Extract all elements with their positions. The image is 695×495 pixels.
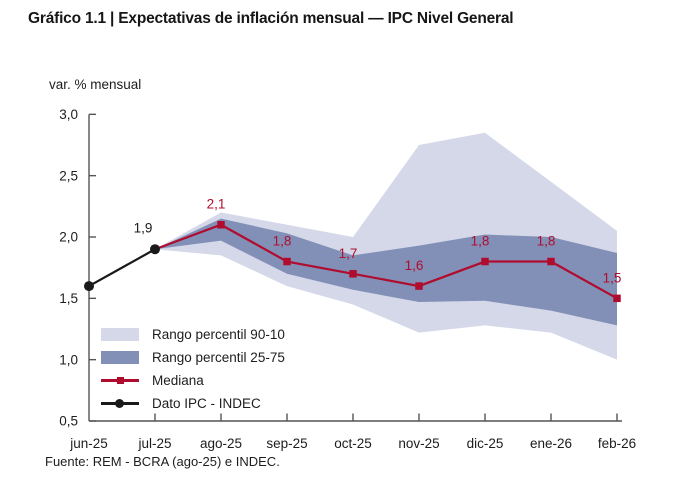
legend-item-rango-percentil-25-75: Rango percentil 25-75 bbox=[101, 346, 285, 369]
dato-ipc-indec-point-jun-25 bbox=[84, 281, 94, 292]
mediana-label-sep-25: 1,8 bbox=[273, 234, 292, 249]
mediana-label-feb-26: 1,5 bbox=[603, 270, 622, 285]
circle-marker-icon bbox=[115, 399, 124, 408]
dato-ipc-indec-label-jul-25: 1,9 bbox=[134, 220, 153, 235]
y-tick-label: 2,5 bbox=[59, 168, 78, 183]
legend-line-circle-swatch bbox=[101, 397, 139, 410]
legend-band-swatch bbox=[101, 328, 139, 341]
mediana-point-sep-25 bbox=[283, 257, 291, 266]
legend-line-square-swatch bbox=[101, 374, 139, 387]
legend-band-swatch bbox=[101, 351, 139, 364]
mediana-label-oct-25: 1,7 bbox=[339, 246, 358, 261]
x-tick-label-ene-26: ene-26 bbox=[530, 436, 572, 451]
y-tick-label: 0,5 bbox=[59, 414, 78, 429]
mediana-point-feb-26 bbox=[613, 294, 621, 303]
y-tick-label: 1,5 bbox=[59, 291, 78, 306]
y-tick-label: 1,0 bbox=[59, 352, 78, 367]
band-rango-percentil-25-75 bbox=[155, 218, 617, 326]
y-tick-label: 3,0 bbox=[59, 107, 78, 122]
mediana-label-ene-26: 1,8 bbox=[537, 234, 556, 249]
mediana-label-dic-25: 1,8 bbox=[471, 234, 490, 249]
square-marker-icon bbox=[116, 377, 124, 384]
x-tick-label-oct-25: oct-25 bbox=[334, 436, 372, 451]
dato-ipc-indec-point-jul-25 bbox=[150, 244, 160, 255]
legend-item-dato-ipc-indec: Dato IPC - INDEC bbox=[101, 392, 285, 415]
x-tick-label-ago-25: ago-25 bbox=[200, 436, 242, 451]
x-tick-label-feb-26: feb-26 bbox=[598, 436, 636, 451]
x-tick-label-jul-25: jul-25 bbox=[137, 436, 171, 451]
mediana-line bbox=[154, 223, 618, 300]
mediana-label-nov-25: 1,6 bbox=[405, 258, 424, 273]
x-tick-label-dic-25: dic-25 bbox=[467, 436, 504, 451]
legend-label: Rango percentil 90-10 bbox=[152, 327, 285, 342]
legend: Rango percentil 90-10 Rango percentil 25-… bbox=[101, 323, 285, 415]
mediana-point-dic-25 bbox=[481, 257, 489, 266]
source-note: Fuente: REM - BCRA (ago-25) e INDEC. bbox=[45, 454, 280, 469]
mediana-point-ene-26 bbox=[547, 257, 555, 266]
legend-item-rango-percentil-90-10: Rango percentil 90-10 bbox=[101, 323, 285, 346]
legend-label: Rango percentil 25-75 bbox=[152, 350, 285, 365]
x-tick-label-nov-25: nov-25 bbox=[398, 436, 439, 451]
mediana-label-ago-25: 2,1 bbox=[207, 197, 226, 212]
legend-label: Mediana bbox=[152, 373, 204, 388]
y-tick-label: 2,0 bbox=[59, 230, 78, 245]
legend-label: Dato IPC - INDEC bbox=[152, 396, 261, 411]
x-tick-label-sep-25: sep-25 bbox=[266, 436, 307, 451]
chart-title: Gráfico 1.1 | Expectativas de inflación … bbox=[28, 10, 514, 27]
mediana-point-nov-25 bbox=[415, 282, 423, 290]
legend-item-mediana: Mediana bbox=[101, 369, 285, 392]
x-tick-label-jun-25: jun-25 bbox=[69, 436, 108, 451]
mediana-point-oct-25 bbox=[349, 270, 357, 278]
mediana-point-ago-25 bbox=[217, 220, 225, 229]
y-axis-unit-label: var. % mensual bbox=[49, 77, 142, 92]
dato-ipc-indec-line bbox=[88, 248, 156, 288]
